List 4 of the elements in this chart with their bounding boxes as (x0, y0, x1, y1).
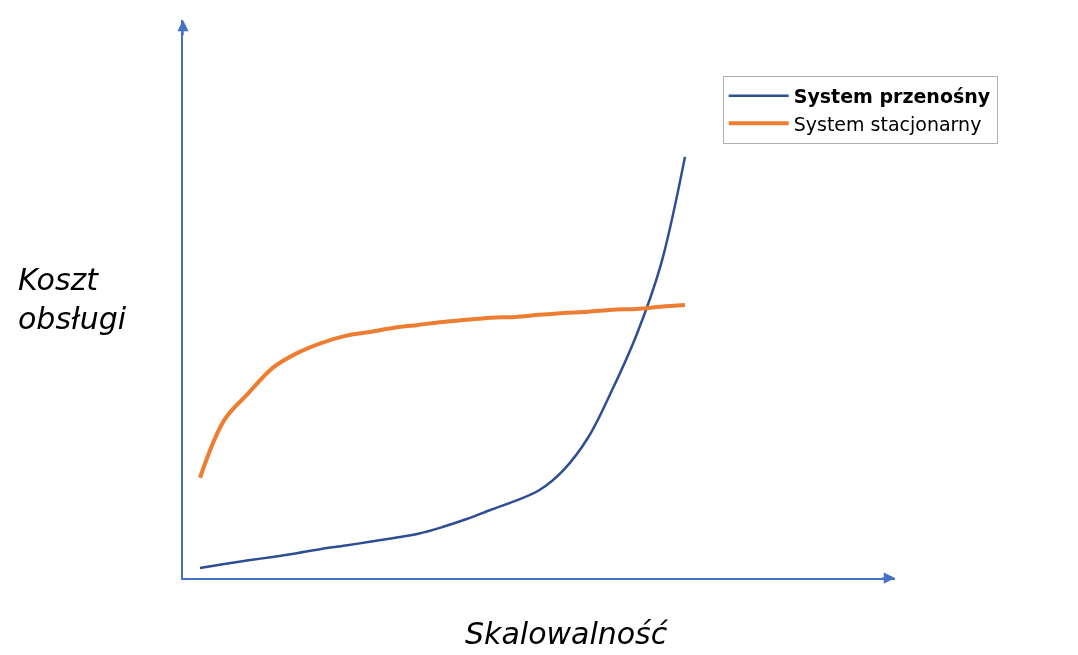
legend-label: System stacjonarny (793, 112, 982, 135)
y-axis-title: Koszt obsługi (18, 262, 127, 336)
x-axis-title: Skalowalność (465, 616, 669, 651)
legend-label: System przenośny (793, 85, 991, 108)
